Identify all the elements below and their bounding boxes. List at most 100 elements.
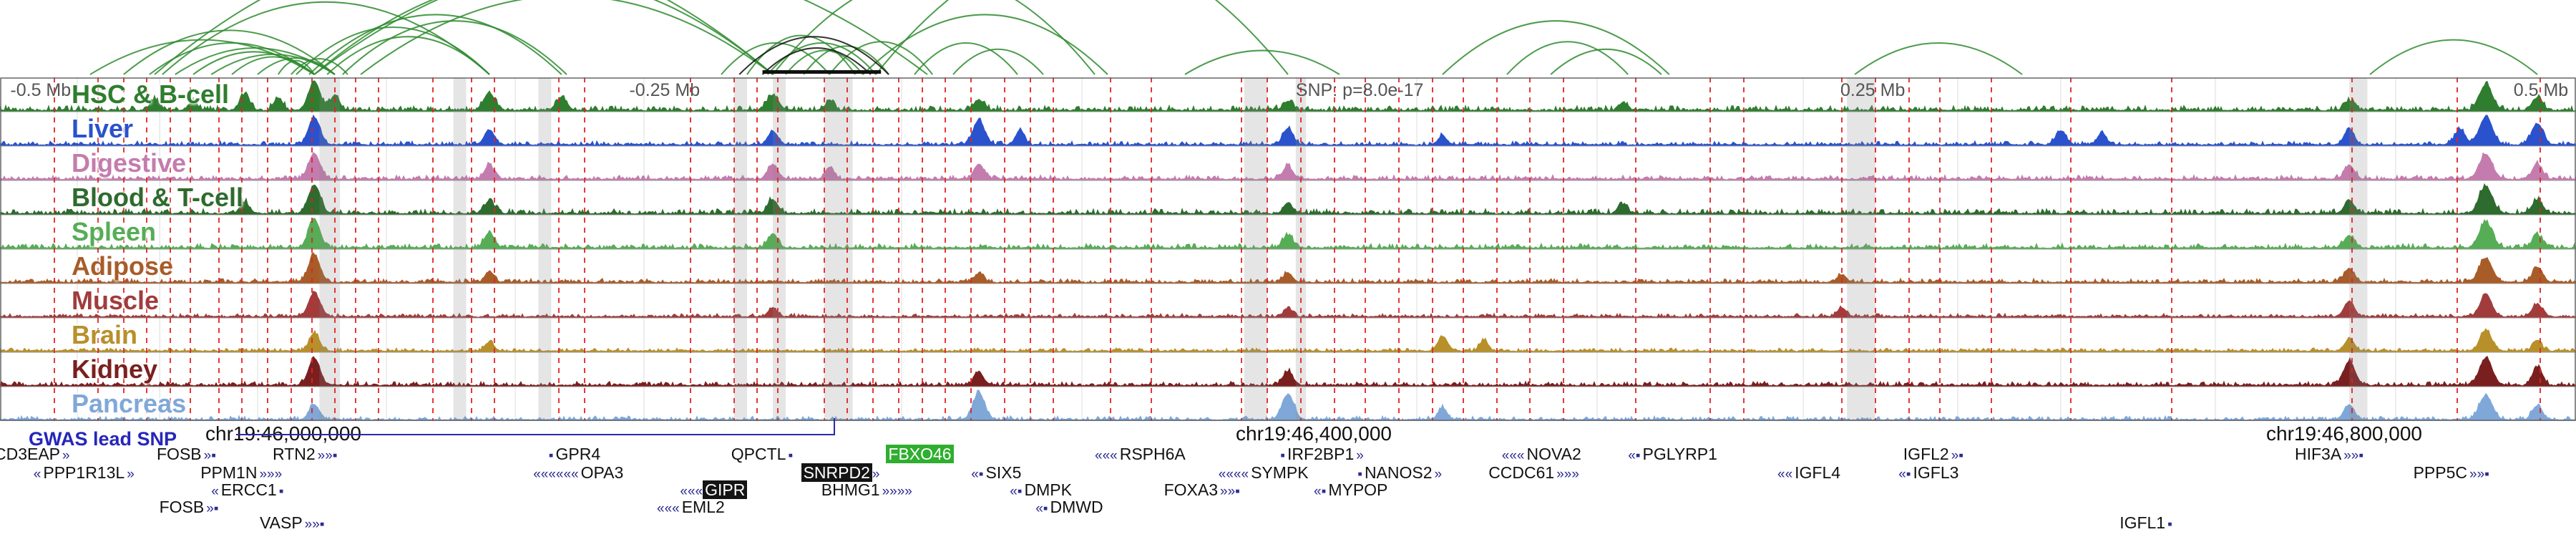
gene-structure-icon: » bbox=[1434, 467, 1443, 482]
gene-structure-icon: «▪ bbox=[1314, 484, 1327, 499]
gene-PGLYRP1[interactable]: «▪ PGLYRP1 bbox=[1628, 445, 1719, 465]
gene-structure-icon: ««« bbox=[1095, 448, 1118, 463]
gene-ERCC1[interactable]: «ERCC1 ▪ bbox=[211, 481, 283, 500]
gene-QPCTL[interactable]: QPCTL ▪ bbox=[729, 445, 793, 465]
gene-structure-icon: » bbox=[127, 467, 135, 482]
gene-label: DMPK bbox=[1024, 480, 1072, 499]
gene-structure-icon: »»▪ bbox=[317, 448, 338, 463]
interaction-arc bbox=[308, 14, 562, 75]
signal-track-kidney[interactable]: Kidney bbox=[0, 352, 2576, 387]
gene-label: PPM1N bbox=[200, 463, 258, 482]
signal-area bbox=[0, 80, 2576, 112]
gene-structure-icon: «▪ bbox=[1898, 467, 1911, 482]
gene-label: RTN2 bbox=[273, 445, 316, 463]
gene-FBXO46[interactable]: FBXO46 bbox=[886, 445, 954, 463]
gwas-pointer-hline bbox=[236, 434, 834, 435]
gene-IGFL1[interactable]: IGFL1 ▪ bbox=[2117, 514, 2172, 533]
gene-structure-icon: »»▪ bbox=[304, 517, 325, 532]
signal-track-brain[interactable]: Brain bbox=[0, 318, 2576, 352]
signal-tracks-area[interactable]: HSC & B-cell Liver Digestive Blood & T-cell… bbox=[0, 77, 2576, 421]
signal-track-adipose[interactable]: Adipose bbox=[0, 249, 2576, 284]
gene-HIF3A[interactable]: HIF3A »»▪ bbox=[2293, 445, 2363, 465]
signal-track-liver[interactable]: Liver bbox=[0, 112, 2576, 146]
interaction-arc bbox=[829, 41, 933, 75]
gene-RSPH6A[interactable]: ««« RSPH6A bbox=[1095, 445, 1188, 465]
signal-track-muscle[interactable]: Muscle bbox=[0, 284, 2576, 318]
top-region-bar bbox=[762, 70, 882, 74]
gene-label: SYMPK bbox=[1251, 463, 1309, 482]
gene-CD3EAP[interactable]: «CD3EAP» bbox=[0, 445, 70, 465]
gene-label: MYPOP bbox=[1328, 480, 1388, 499]
gene-label: GPR4 bbox=[555, 445, 601, 463]
gene-structure-icon: ▪ bbox=[2167, 517, 2172, 532]
gene-GIPR[interactable]: ««« GIPR bbox=[680, 480, 748, 500]
gene-IGFL4[interactable]: «« IGFL4 bbox=[1777, 464, 1843, 483]
interaction-arc bbox=[803, 45, 889, 75]
interaction-arc bbox=[738, 36, 889, 75]
gene-label: OPA3 bbox=[580, 463, 624, 482]
coordinate-label: chr19:46,800,000 bbox=[2266, 422, 2422, 445]
gene-SIX5[interactable]: «▪ SIX5 bbox=[971, 464, 1023, 483]
gene-PPP1R13L[interactable]: «PPP1R13L» bbox=[34, 464, 135, 483]
track-label: Digestive bbox=[72, 148, 187, 178]
gene-label: IGFL1 bbox=[2119, 513, 2166, 532]
ruler-label: SNP: p=8.0e-17 bbox=[1295, 80, 1424, 100]
interaction-arc bbox=[952, 49, 1044, 75]
gene-PPP5C[interactable]: PPP5C »»▪ bbox=[2411, 464, 2489, 483]
coordinate-label: chr19:46,400,000 bbox=[1236, 422, 1392, 445]
gene-structure-icon: ««« bbox=[657, 501, 680, 516]
gene-label: IGFL2 bbox=[1903, 445, 1949, 463]
signal-area bbox=[0, 114, 2576, 146]
interaction-arcs bbox=[89, 0, 2538, 75]
interaction-arc bbox=[313, 0, 774, 75]
gene-PPM1N[interactable]: PPM1N»»» bbox=[198, 464, 282, 483]
gene-structure-icon: »»» bbox=[259, 467, 283, 482]
gene-SNRPD2[interactable]: SNRPD2» bbox=[801, 463, 880, 483]
gene-NOVA2[interactable]: ««« NOVA2 bbox=[1502, 445, 1584, 465]
gene-RTN2[interactable]: RTN2 »»▪ bbox=[270, 445, 338, 465]
gene-structure-icon: «▪ bbox=[1010, 484, 1023, 499]
signal-area bbox=[0, 252, 2576, 284]
gene-DMPK[interactable]: «▪ DMPK bbox=[1010, 481, 1074, 500]
signal-track-spleen[interactable]: Spleen bbox=[0, 215, 2576, 249]
gene-NANOS2[interactable]: ▪ NANOS2» bbox=[1357, 464, 1442, 483]
signal-track-digestive[interactable]: Digestive bbox=[0, 146, 2576, 180]
interaction-arc bbox=[210, 53, 336, 75]
gene-GPR4[interactable]: ▪ GPR4 bbox=[549, 445, 602, 465]
gene-FOXA3[interactable]: FOXA3 »»▪ bbox=[1162, 481, 1240, 500]
signal-track-blood-t-cell[interactable]: Blood & T-cell bbox=[0, 180, 2576, 215]
ruler-label: 0.25 Mb bbox=[1840, 80, 1906, 100]
interaction-arc bbox=[1442, 20, 1670, 75]
gene-DMWD[interactable]: «▪ DMWD bbox=[1035, 498, 1105, 518]
interaction-arc bbox=[313, 0, 928, 75]
gene-label: QPCTL bbox=[731, 445, 786, 463]
gene-label: HIF3A bbox=[2295, 445, 2342, 463]
gene-SYMPK[interactable]: «««« SYMPK bbox=[1219, 464, 1311, 483]
gene-IGFL3[interactable]: «▪ IGFL3 bbox=[1898, 464, 1961, 483]
gene-OPA3[interactable]: «««««« OPA3 bbox=[533, 464, 625, 483]
gene-FOSB[interactable]: FOSB »▪ bbox=[157, 498, 219, 518]
gene-IGFL2[interactable]: IGFL2 »▪ bbox=[1901, 445, 1963, 465]
gene-label: NANOS2 bbox=[1364, 463, 1433, 482]
gene-structure-icon: »»»» bbox=[882, 484, 912, 499]
interaction-arc bbox=[1550, 48, 1662, 75]
gene-FOSB[interactable]: FOSB »▪ bbox=[155, 445, 216, 465]
gene-EML2[interactable]: ««« EML2 bbox=[657, 498, 727, 518]
signal-area bbox=[0, 390, 2576, 421]
interaction-arc bbox=[123, 29, 336, 75]
gene-label: BHMG1 bbox=[821, 480, 880, 499]
signal-track-hsc-b-cell[interactable]: HSC & B-cell bbox=[0, 77, 2576, 112]
gene-VASP[interactable]: VASP »»▪ bbox=[258, 514, 325, 533]
gene-IRF2BP1[interactable]: ▪ IRF2BP1» bbox=[1280, 445, 1364, 465]
gene-CCDC61[interactable]: CCDC61»»» bbox=[1486, 464, 1579, 483]
gene-label: CD3EAP bbox=[0, 445, 61, 463]
gene-label: IGFL3 bbox=[1913, 463, 1959, 482]
gene-label: SIX5 bbox=[985, 463, 1022, 482]
gene-MYPOP[interactable]: «▪ MYPOP bbox=[1314, 481, 1390, 500]
signal-track-pancreas[interactable]: Pancreas bbox=[0, 387, 2576, 421]
gene-structure-icon: » bbox=[872, 467, 880, 482]
gene-BHMG1[interactable]: BHMG1»»»» bbox=[819, 481, 912, 500]
gene-structure-icon: ▪ bbox=[278, 484, 284, 499]
signal-area bbox=[0, 218, 2576, 249]
